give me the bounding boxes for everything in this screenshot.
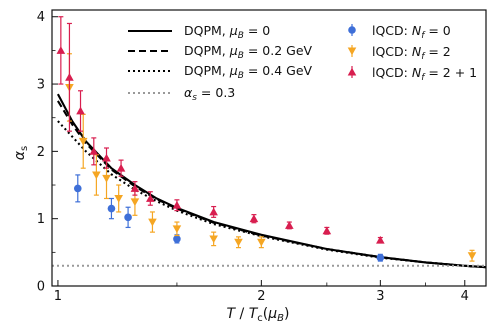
plot-frame (51, 9, 487, 287)
data-point (124, 213, 132, 222)
data-point (173, 235, 181, 243)
y-tick-label: 0 (37, 280, 45, 295)
axis-labels: αs T / Tc(μB) (12, 146, 289, 324)
plot-border (51, 9, 487, 287)
data-point (73, 184, 82, 193)
legend-label-3: αs = 0.3 (184, 85, 235, 103)
legend: DQPM, μB = 0 DQPM, μB = 0.2 GeV DQPM, μB =… (128, 23, 477, 103)
legend-label-6: lQCD: Nf = 2 + 1 (372, 65, 477, 83)
data-point (130, 198, 140, 207)
x-tick-label: 2 (257, 289, 265, 304)
curve-2 (57, 120, 487, 269)
data-point (209, 207, 218, 216)
x-tick-label: 3 (376, 289, 384, 304)
data-point (148, 218, 157, 227)
data-point (467, 252, 477, 261)
data-point (116, 163, 126, 172)
data-point (56, 46, 66, 54)
data-point (376, 235, 385, 244)
legend-marker-0 (348, 26, 356, 34)
x-tick-label: 4 (461, 289, 469, 304)
legend-label-4: lQCD: Nf = 0 (372, 23, 451, 41)
data-point (76, 106, 85, 115)
legend-label-5: lQCD: Nf = 2 (372, 44, 451, 62)
y-tick-label: 1 (37, 212, 45, 227)
data-point (249, 214, 259, 223)
data-point (172, 225, 182, 234)
data-point (102, 153, 111, 162)
legend-marker-1 (347, 47, 357, 56)
y-tick-label: 3 (37, 78, 45, 93)
data-point (172, 200, 182, 209)
x-tick-label: 1 (54, 289, 62, 304)
data-point (322, 226, 332, 235)
data-point (146, 194, 155, 202)
y-tick-label: 2 (37, 145, 45, 160)
legend-marker-2 (347, 67, 357, 76)
data-point (257, 238, 266, 247)
data-point (107, 204, 116, 213)
data-point (209, 235, 218, 244)
legend-label-2: DQPM, μB = 0.4 GeV (184, 63, 313, 81)
plot-area (52, 16, 487, 269)
data-point (89, 147, 99, 155)
y-tick-label: 4 (37, 10, 45, 25)
data-point (376, 253, 385, 262)
y-axis-label: αs (12, 146, 30, 160)
data-point (65, 73, 74, 81)
data-point (78, 137, 88, 146)
data-point (114, 195, 123, 203)
legend-label-0: DQPM, μB = 0 (184, 23, 270, 41)
data-point (285, 221, 294, 229)
data-point (130, 184, 140, 192)
data-point (92, 171, 101, 180)
curve-0 (56, 93, 487, 269)
data-point (234, 238, 243, 247)
x-axis-label: T / Tc(μB) (227, 306, 290, 324)
legend-label-1: DQPM, μB = 0.2 GeV (184, 43, 313, 61)
data-point (102, 174, 111, 183)
curve-1 (57, 100, 487, 269)
